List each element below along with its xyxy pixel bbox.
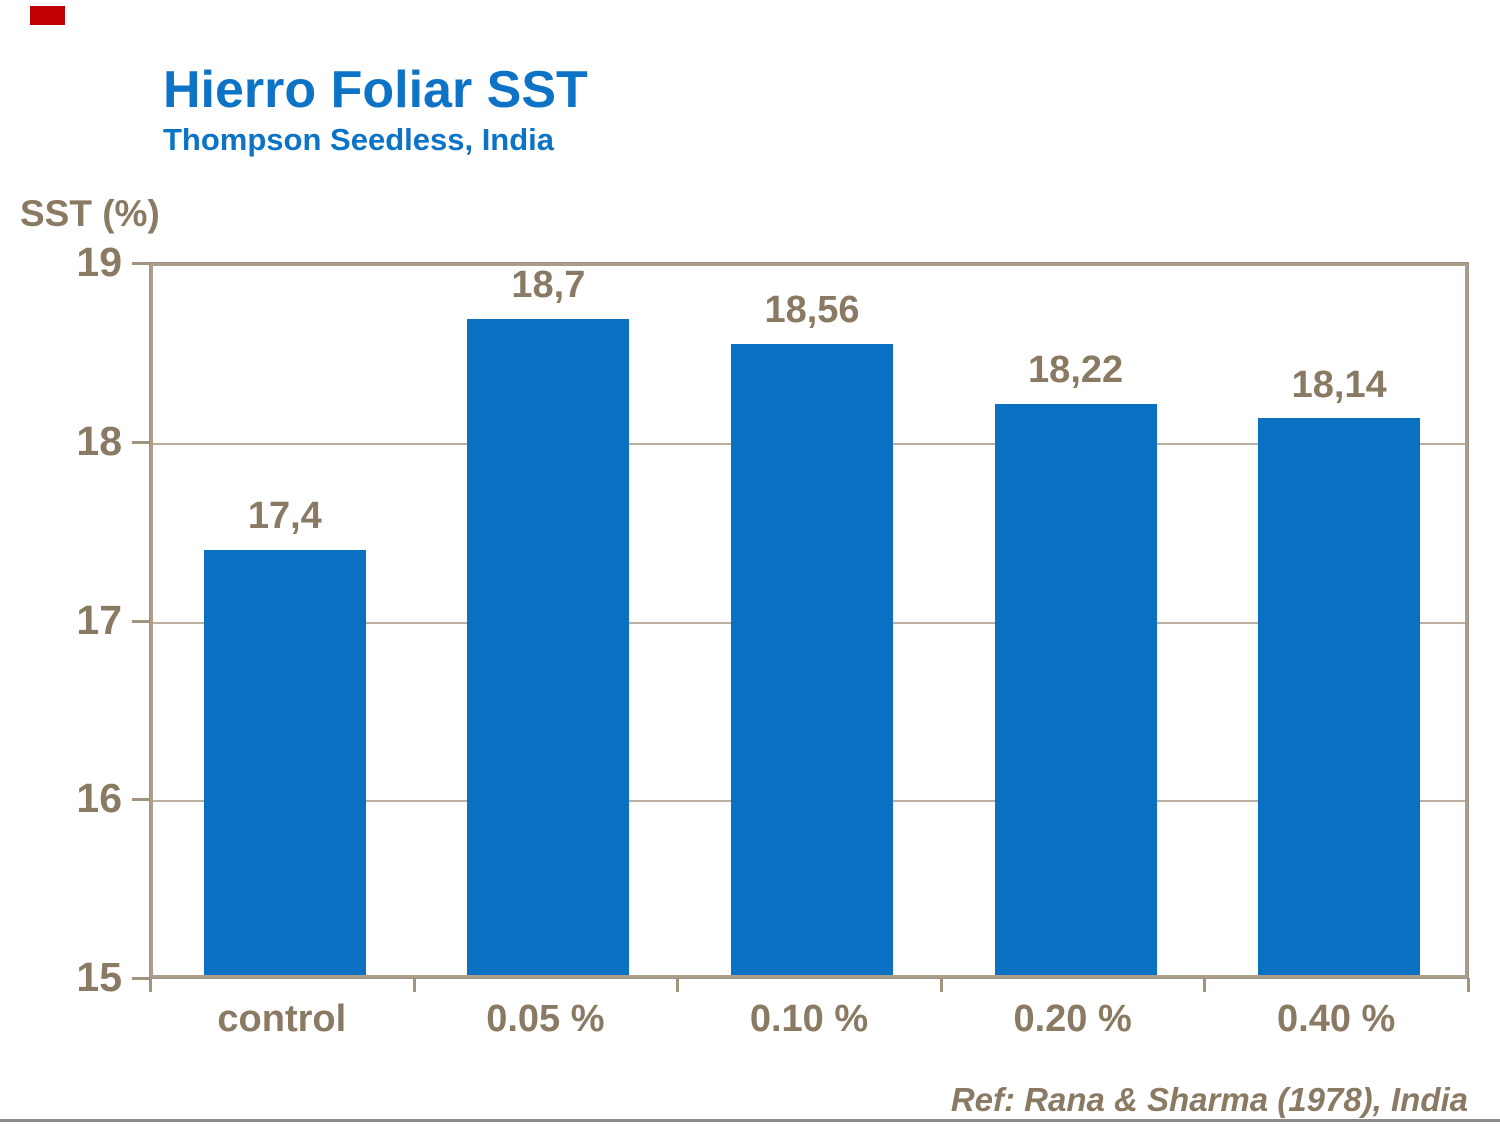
bottom-divider-rule bbox=[0, 1119, 1500, 1122]
bar-value-label: 18,22 bbox=[1028, 349, 1124, 392]
chart-title: Hierro Foliar SST bbox=[163, 61, 588, 119]
y-axis-tick-15 bbox=[132, 977, 150, 980]
x-axis-tick-1 bbox=[412, 978, 416, 992]
bar-control bbox=[203, 549, 366, 975]
bar-0-20- bbox=[994, 404, 1157, 975]
reference-citation: Ref: Rana & Sharma (1978), India bbox=[950, 1081, 1468, 1118]
x-category-label: 0.20 % bbox=[1013, 998, 1132, 1040]
y-tick-label-16: 16 bbox=[76, 775, 122, 822]
bar-value-label: 18,56 bbox=[764, 289, 860, 332]
y-tick-label-17: 17 bbox=[76, 596, 122, 643]
x-axis-tick-3 bbox=[939, 978, 943, 992]
chart-subtitle: Thompson Seedless, India bbox=[163, 122, 555, 157]
y-tick-label-19: 19 bbox=[76, 239, 122, 285]
x-axis-tick-4 bbox=[1203, 978, 1207, 992]
bar-slot-4: 18,14 bbox=[1207, 266, 1471, 975]
x-category-label: 0.40 % bbox=[1277, 998, 1396, 1040]
bar-0-40- bbox=[1258, 418, 1421, 975]
y-axis-tick-19 bbox=[132, 262, 150, 265]
x-category-label: control bbox=[217, 998, 347, 1040]
y-axis-tick-16 bbox=[132, 798, 150, 802]
red-logo-mark bbox=[30, 6, 65, 25]
x-axis-tick-2 bbox=[676, 978, 680, 992]
y-axis-tick-18 bbox=[132, 440, 150, 444]
x-category-label: 0.10 % bbox=[749, 998, 869, 1040]
x-axis-tick-0 bbox=[149, 978, 152, 992]
bar-slot-2: 18,56 bbox=[680, 266, 944, 975]
bar-value-label: 18,14 bbox=[1291, 363, 1387, 406]
bar-slot-3: 18,22 bbox=[944, 266, 1208, 975]
x-axis-tick-5 bbox=[1467, 978, 1470, 992]
bar-value-label: 17,4 bbox=[247, 494, 322, 537]
x-category-label: 0.05 % bbox=[486, 998, 605, 1040]
plot-area: 17,4 18,7 18,56 18,22 18,14 bbox=[149, 262, 1471, 979]
y-axis-title: SST (%) bbox=[20, 193, 160, 234]
bar-slot-0: 17,4 bbox=[153, 266, 417, 975]
bar-0-05- bbox=[467, 319, 630, 975]
y-axis-tick-17 bbox=[132, 619, 150, 623]
bar-0-10- bbox=[730, 344, 893, 975]
y-tick-label-15: 15 bbox=[76, 954, 122, 1000]
bar-slot-1: 18,7 bbox=[417, 264, 681, 975]
bar-value-label: 18,7 bbox=[511, 264, 586, 307]
y-tick-label-18: 18 bbox=[76, 417, 122, 464]
